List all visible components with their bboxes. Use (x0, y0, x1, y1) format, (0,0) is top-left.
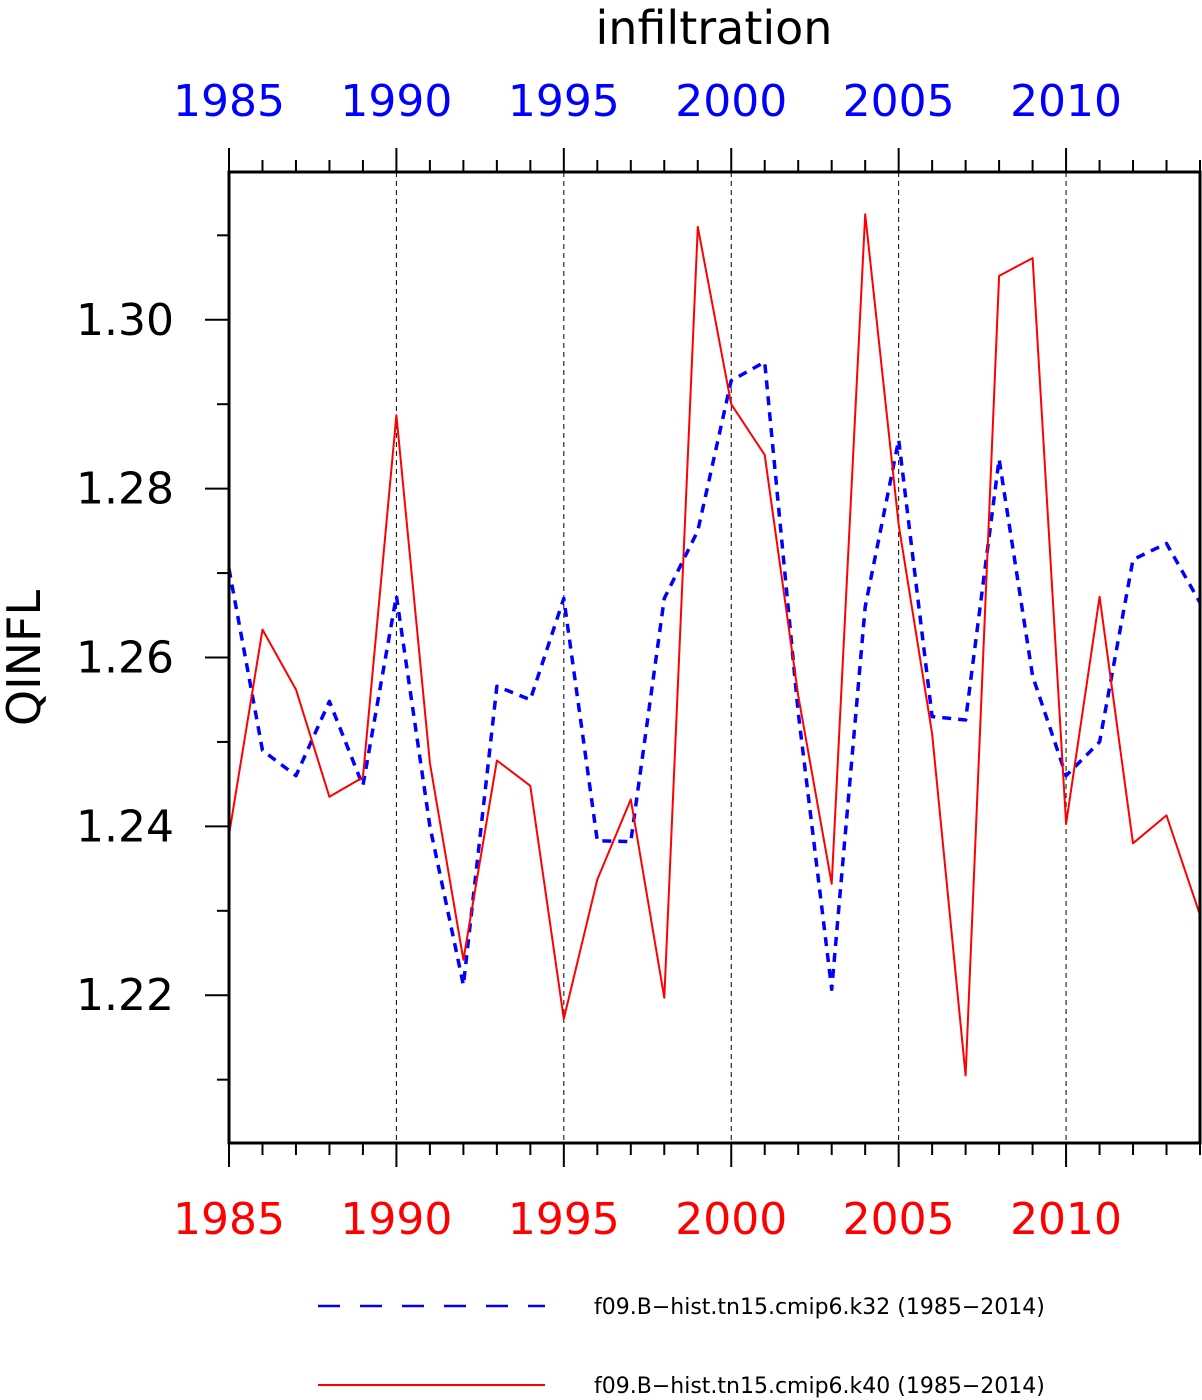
grid-lines (395, 172, 1067, 1143)
x-tick-label-top-2010: 2010 (1010, 76, 1122, 127)
series-line-k40 (228, 213, 1201, 1077)
x-tick-label-bottom-1990: 1990 (340, 1194, 452, 1245)
y-tick-label-1.24: 1.24 (76, 801, 174, 852)
y-tick-label-1.30: 1.30 (76, 295, 174, 346)
x-tick-label-bottom-2010: 2010 (1010, 1194, 1122, 1245)
y-axis-label: QINFL (0, 589, 51, 726)
tick-labels: 1985 1985 1990 1990 1995 1995 2000 2000 2005 2005… (76, 76, 1122, 1245)
series-layer (227, 213, 1202, 1077)
plot-frame (227, 170, 1202, 1145)
legend: f09.B−hist.tn15.cmip6.k32 (1985−2014) f0… (318, 1295, 1045, 1399)
x-tick-label-bottom-2000: 2000 (675, 1194, 787, 1245)
x-tick-label-bottom-1985: 1985 (173, 1194, 285, 1245)
x-tick-label-top-1995: 1995 (508, 76, 620, 127)
x-tick-label-top-2005: 2005 (843, 76, 955, 127)
chart-title: infiltration (596, 1, 833, 55)
legend-label-k40: f09.B−hist.tn15.cmip6.k40 (1985−2014) (594, 1374, 1045, 1399)
y-tick-label-1.22: 1.22 (76, 970, 174, 1021)
y-tick-label-1.26: 1.26 (76, 633, 174, 684)
x-tick-label-top-1985: 1985 (173, 76, 285, 127)
tick-marks (205, 148, 1201, 1167)
y-tick-label-1.28: 1.28 (76, 464, 174, 515)
legend-label-k32: f09.B−hist.tn15.cmip6.k32 (1985−2014) (594, 1295, 1045, 1320)
x-tick-label-top-2000: 2000 (675, 76, 787, 127)
x-tick-label-bottom-2005: 2005 (843, 1194, 955, 1245)
x-tick-label-top-1990: 1990 (340, 76, 452, 127)
series-line-k32 (227, 360, 1202, 992)
x-tick-label-bottom-1995: 1995 (508, 1194, 620, 1245)
